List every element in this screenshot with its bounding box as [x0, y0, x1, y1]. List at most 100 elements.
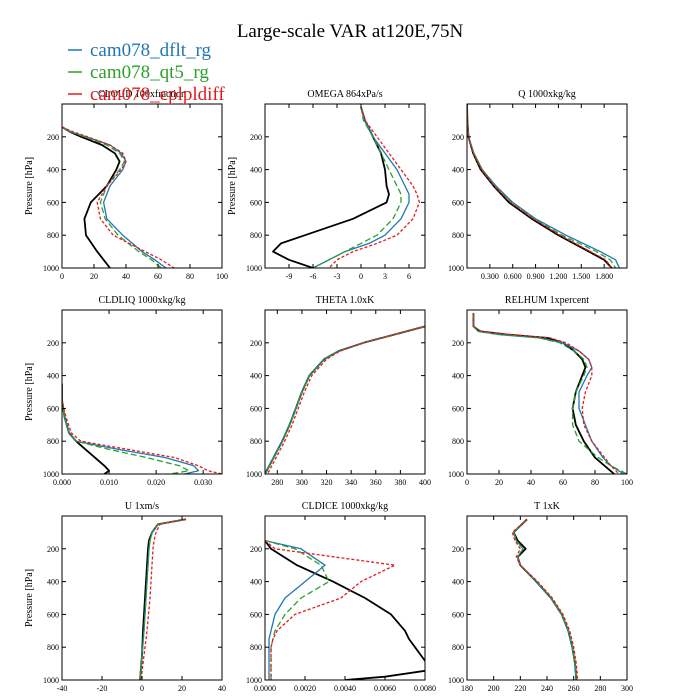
panel-title: CLDICE 1000xkg/kg: [302, 501, 388, 512]
series-line-4: [328, 107, 421, 268]
series-line-2: [62, 383, 200, 474]
x-tick-label: 100: [621, 478, 633, 487]
y-tick-label: 800: [47, 643, 59, 652]
x-tick-label: 240: [541, 684, 553, 693]
series-line-4: [62, 383, 222, 474]
series-line-4: [511, 518, 579, 680]
y-tick-label: 400: [452, 166, 464, 175]
series-line-4: [467, 104, 613, 268]
panel-2: OMEGA 864xPa/s Pressure [hPa] 200 400 600 800…: [227, 89, 426, 281]
y-tick-label: 1000: [246, 676, 262, 685]
x-tick-label: 0.0000: [254, 684, 276, 693]
y-tick-label: 800: [250, 231, 262, 240]
y-tick-label: 400: [250, 372, 262, 381]
x-tick-label: 60: [154, 272, 162, 281]
y-tick-label: 1000: [43, 676, 59, 685]
x-tick-label: 3: [383, 272, 387, 281]
x-tick-label: 40: [218, 684, 226, 693]
y-tick-label: 200: [47, 339, 59, 348]
legend-label: cam078_qt5_rg: [90, 62, 209, 83]
x-tick-label: 280: [594, 684, 606, 693]
x-tick-label: -20: [97, 684, 108, 693]
series-line-1: [139, 518, 187, 680]
series-line-2: [467, 104, 620, 268]
plot-frame: [61, 103, 223, 269]
x-tick-label: 0.300: [481, 272, 499, 281]
x-tick-label: 40: [527, 478, 535, 487]
y-tick-label: 400: [47, 166, 59, 175]
panel-5: THETA 1.0xK 200 400 600 800 1000 280 300 320 340 3…: [246, 295, 431, 487]
panel-title: Q 1000xkg/kg: [518, 89, 576, 100]
y-tick-label: 600: [47, 404, 59, 413]
x-tick-label: 360: [370, 478, 382, 487]
series-line-4: [62, 126, 175, 268]
x-tick-label: 400: [419, 478, 431, 487]
series-line-1: [467, 104, 613, 268]
x-tick-label: 80: [591, 478, 599, 487]
y-tick-label: 800: [452, 231, 464, 240]
panel-3: Q 1000xkg/kg 200 400 600 800 1000 0.300 0.600 0.…: [448, 89, 628, 281]
x-tick-label: 180: [461, 684, 473, 693]
plot-frame: [264, 309, 426, 475]
figure-title: Large-scale VAR at120E,75N: [237, 21, 464, 42]
series-line-4: [140, 518, 187, 680]
x-tick-label: 300: [621, 684, 633, 693]
y-tick-label: 400: [250, 578, 262, 587]
x-tick-label: -3: [334, 272, 341, 281]
y-tick-label: 400: [452, 372, 464, 381]
x-tick-label: 380: [394, 478, 406, 487]
plot-frame: [466, 515, 628, 681]
x-tick-label: 60: [559, 478, 567, 487]
plot-frame: [466, 309, 628, 475]
series-line-3: [312, 107, 402, 268]
series-line-3: [265, 325, 425, 474]
series-line-2: [312, 107, 410, 268]
legend-label: cam078_dflt_rg: [90, 40, 212, 61]
series-line-1: [265, 540, 425, 680]
y-tick-label: 800: [47, 437, 59, 446]
series-line-1: [62, 383, 110, 474]
y-tick-label: 1000: [448, 470, 464, 479]
y-tick-label: 400: [250, 166, 262, 175]
y-tick-label: 200: [452, 133, 464, 142]
y-tick-label: 200: [452, 545, 464, 554]
legend: cam078_dflt_rgcam078_qt5_rgcam078_cplpld…: [68, 40, 225, 105]
y-tick-label: 200: [452, 339, 464, 348]
y-tick-label: 600: [47, 610, 59, 619]
y-tick-label: 800: [250, 437, 262, 446]
y-tick-label: 200: [250, 133, 262, 142]
panel-4: CLDLIQ 1000xkg/kg Pressure [hPa] 200 400 600…: [24, 295, 223, 487]
plot-frame: [466, 103, 628, 269]
panel-title: CLOUD 100xfraction: [98, 89, 186, 100]
y-tick-label: 600: [452, 404, 464, 413]
y-tick-label: 1000: [43, 264, 59, 273]
y-tick-label: 200: [47, 545, 59, 554]
x-tick-label: 0.600: [504, 272, 522, 281]
x-tick-label: 100: [216, 272, 228, 281]
y-tick-label: 1000: [448, 264, 464, 273]
series-line-3: [62, 383, 190, 474]
x-tick-label: 0.0020: [294, 684, 316, 693]
x-tick-label: 40: [122, 272, 130, 281]
x-tick-label: -40: [57, 684, 68, 693]
y-tick-label: 400: [452, 578, 464, 587]
x-tick-label: 200: [488, 684, 500, 693]
series-line-1: [512, 518, 578, 680]
x-tick-label: 0.020: [147, 478, 165, 487]
y-tick-label: 1000: [43, 470, 59, 479]
series-line-2: [513, 518, 577, 680]
series-line-2: [472, 313, 625, 474]
x-tick-label: -6: [310, 272, 317, 281]
x-tick-label: 0: [465, 478, 469, 487]
series-line-3: [467, 104, 617, 268]
series-line-4: [266, 325, 425, 474]
y-tick-label: 200: [47, 133, 59, 142]
panel-title: U 1xm/s: [125, 501, 159, 512]
y-tick-label: 400: [47, 578, 59, 587]
x-tick-label: 0.900: [527, 272, 545, 281]
panel-title: OMEGA 864xPa/s: [307, 89, 382, 100]
plot-frame: [264, 103, 426, 269]
x-tick-label: 80: [186, 272, 194, 281]
